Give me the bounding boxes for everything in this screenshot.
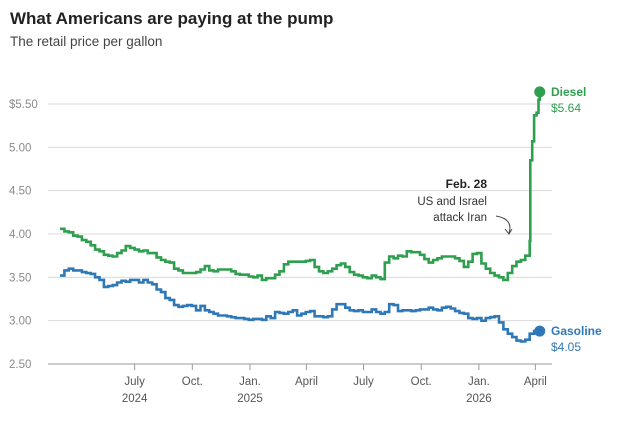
x-tick-label: July [124, 376, 145, 388]
x-year-label: 2024 [122, 393, 148, 405]
series-name-gasoline: Gasoline [551, 324, 602, 338]
series-value-gasoline: $4.05 [551, 340, 581, 354]
x-tick-label: Oct. [182, 376, 203, 388]
y-tick-label: $5.50 [9, 99, 38, 111]
series-name-diesel: Diesel [551, 85, 586, 99]
annotation-text: US and Israel [417, 196, 487, 208]
y-tick-label: 3.00 [9, 316, 31, 328]
chart-title: What Americans are paying at the pump [10, 9, 334, 28]
series-line-diesel [60, 91, 541, 282]
x-tick-label: Jan. [468, 376, 490, 388]
x-tick-label: Jan. [239, 376, 261, 388]
annotation-text: attack Iran [433, 212, 487, 224]
series-layer [60, 86, 546, 343]
annotation: Feb. 28 US and Israel attack Iran [417, 177, 513, 235]
x-axis: July 2024 Oct. Jan. 2025 April July Oct. Jan. 202… [122, 364, 547, 405]
annotation-arrow [495, 215, 511, 234]
y-tick-label: 4.50 [9, 186, 31, 198]
grid-layer: 2.50 3.00 3.50 4.00 4.50 5.00 $5.50 [9, 99, 552, 371]
x-year-label: 2026 [466, 393, 492, 405]
series-value-diesel: $5.64 [551, 101, 581, 115]
end-point-gasoline [534, 325, 546, 337]
x-tick-label: July [353, 376, 374, 388]
y-tick-label: 2.50 [9, 359, 31, 371]
annotation-title: Feb. 28 [446, 177, 488, 191]
series-labels: Diesel $5.64 Gasoline $4.05 [551, 85, 602, 354]
y-tick-label: 4.00 [9, 229, 31, 241]
y-tick-label: 5.00 [9, 142, 31, 154]
x-tick-label: April [295, 376, 318, 388]
x-tick-label: April [524, 376, 547, 388]
y-tick-label: 3.50 [9, 272, 31, 284]
series-line-gasoline [60, 267, 540, 343]
end-point-diesel [534, 86, 546, 98]
x-year-label: 2025 [237, 393, 263, 405]
x-tick-label: Oct. [411, 376, 432, 388]
chart-subtitle: The retail price per gallon [10, 34, 163, 49]
annotation-arrowhead [504, 228, 513, 235]
